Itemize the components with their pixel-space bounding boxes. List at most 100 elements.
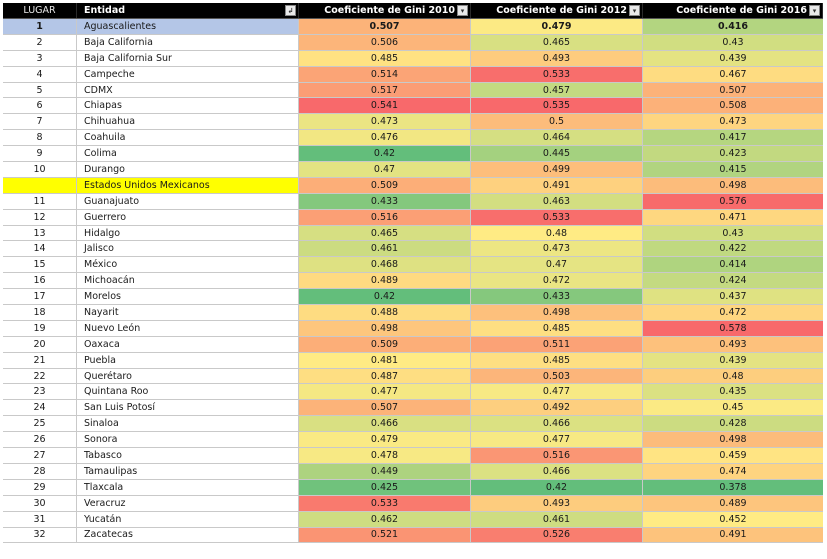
cell-gini-2016[interactable]: 0.45: [643, 400, 823, 416]
cell-entidad[interactable]: Tlaxcala: [77, 479, 299, 495]
cell-gini-2010[interactable]: 0.507: [299, 400, 471, 416]
cell-entidad[interactable]: Estados Unidos Mexicanos: [77, 177, 299, 193]
header-gini-2010[interactable]: Coeficiente de Gini 2010 ▾: [299, 3, 471, 18]
cell-gini-2012[interactable]: 0.533: [471, 66, 643, 82]
cell-lugar[interactable]: 12: [3, 209, 77, 225]
cell-entidad[interactable]: Michoacán: [77, 273, 299, 289]
header-gini-2016[interactable]: Coeficiente de Gini 2016 ▾: [643, 3, 823, 18]
cell-entidad[interactable]: Tabasco: [77, 448, 299, 463]
cell-lugar[interactable]: 17: [3, 289, 77, 305]
cell-entidad[interactable]: Campeche: [77, 66, 299, 82]
cell-gini-2012[interactable]: 0.464: [471, 130, 643, 146]
cell-gini-2016[interactable]: 0.493: [643, 336, 823, 352]
cell-lugar[interactable]: 2: [3, 34, 77, 50]
cell-lugar[interactable]: 15: [3, 257, 77, 273]
cell-gini-2016[interactable]: 0.43: [643, 225, 823, 241]
cell-lugar[interactable]: 23: [3, 384, 77, 400]
cell-gini-2010[interactable]: 0.433: [299, 193, 471, 209]
cell-lugar[interactable]: 27: [3, 448, 77, 463]
cell-entidad[interactable]: Chihuahua: [77, 114, 299, 130]
cell-gini-2016[interactable]: 0.472: [643, 305, 823, 320]
cell-gini-2010[interactable]: 0.481: [299, 352, 471, 368]
cell-gini-2016[interactable]: 0.48: [643, 368, 823, 384]
cell-entidad[interactable]: Coahuila: [77, 130, 299, 146]
cell-gini-2010[interactable]: 0.476: [299, 130, 471, 146]
dropdown-icon[interactable]: ▾: [809, 5, 820, 16]
cell-gini-2016[interactable]: 0.428: [643, 416, 823, 432]
cell-gini-2016[interactable]: 0.423: [643, 146, 823, 162]
cell-entidad[interactable]: San Luis Potosí: [77, 400, 299, 416]
cell-gini-2012[interactable]: 0.42: [471, 479, 643, 495]
header-lugar[interactable]: LUGAR: [3, 3, 77, 18]
cell-gini-2010[interactable]: 0.477: [299, 384, 471, 400]
dropdown-icon[interactable]: ▾: [629, 5, 640, 16]
cell-gini-2016[interactable]: 0.471: [643, 209, 823, 225]
cell-lugar[interactable]: 20: [3, 336, 77, 352]
cell-lugar[interactable]: 22: [3, 368, 77, 384]
cell-entidad[interactable]: Morelos: [77, 289, 299, 305]
cell-gini-2010[interactable]: 0.485: [299, 50, 471, 66]
cell-entidad[interactable]: Nuevo León: [77, 320, 299, 336]
cell-lugar[interactable]: 9: [3, 146, 77, 162]
cell-entidad[interactable]: Guerrero: [77, 209, 299, 225]
cell-gini-2012[interactable]: 0.466: [471, 416, 643, 432]
cell-gini-2016[interactable]: 0.452: [643, 511, 823, 527]
cell-lugar[interactable]: 21: [3, 352, 77, 368]
cell-gini-2010[interactable]: 0.533: [299, 495, 471, 511]
cell-entidad[interactable]: Veracruz: [77, 495, 299, 511]
cell-lugar[interactable]: 29: [3, 479, 77, 495]
cell-lugar[interactable]: 25: [3, 416, 77, 432]
cell-gini-2010[interactable]: 0.487: [299, 368, 471, 384]
cell-gini-2010[interactable]: 0.509: [299, 336, 471, 352]
cell-gini-2012[interactable]: 0.477: [471, 384, 643, 400]
cell-gini-2016[interactable]: 0.439: [643, 352, 823, 368]
cell-gini-2012[interactable]: 0.48: [471, 225, 643, 241]
cell-gini-2012[interactable]: 0.492: [471, 400, 643, 416]
cell-entidad[interactable]: Guanajuato: [77, 193, 299, 209]
cell-gini-2010[interactable]: 0.521: [299, 527, 471, 543]
cell-gini-2012[interactable]: 0.479: [471, 19, 643, 34]
cell-lugar[interactable]: 18: [3, 305, 77, 320]
cell-gini-2016[interactable]: 0.498: [643, 177, 823, 193]
cell-lugar[interactable]: 7: [3, 114, 77, 130]
cell-gini-2010[interactable]: 0.509: [299, 177, 471, 193]
cell-gini-2010[interactable]: 0.488: [299, 305, 471, 320]
cell-gini-2012[interactable]: 0.511: [471, 336, 643, 352]
cell-gini-2016[interactable]: 0.437: [643, 289, 823, 305]
cell-gini-2012[interactable]: 0.466: [471, 463, 643, 479]
cell-gini-2012[interactable]: 0.491: [471, 177, 643, 193]
cell-lugar[interactable]: 4: [3, 66, 77, 82]
cell-lugar[interactable]: 19: [3, 320, 77, 336]
cell-entidad[interactable]: Sonora: [77, 432, 299, 448]
cell-gini-2016[interactable]: 0.474: [643, 463, 823, 479]
cell-entidad[interactable]: Quintana Roo: [77, 384, 299, 400]
cell-gini-2016[interactable]: 0.378: [643, 479, 823, 495]
cell-gini-2010[interactable]: 0.462: [299, 511, 471, 527]
cell-gini-2010[interactable]: 0.473: [299, 114, 471, 130]
cell-gini-2016[interactable]: 0.414: [643, 257, 823, 273]
cell-entidad[interactable]: Tamaulipas: [77, 463, 299, 479]
cell-gini-2012[interactable]: 0.477: [471, 432, 643, 448]
cell-entidad[interactable]: Hidalgo: [77, 225, 299, 241]
cell-gini-2016[interactable]: 0.467: [643, 66, 823, 82]
cell-entidad[interactable]: CDMX: [77, 82, 299, 98]
cell-gini-2016[interactable]: 0.498: [643, 432, 823, 448]
cell-gini-2010[interactable]: 0.498: [299, 320, 471, 336]
cell-entidad[interactable]: Nayarit: [77, 305, 299, 320]
cell-gini-2012[interactable]: 0.526: [471, 527, 643, 543]
cell-lugar[interactable]: 16: [3, 273, 77, 289]
cell-gini-2012[interactable]: 0.535: [471, 98, 643, 114]
cell-entidad[interactable]: Yucatán: [77, 511, 299, 527]
cell-gini-2010[interactable]: 0.449: [299, 463, 471, 479]
cell-lugar[interactable]: [3, 177, 77, 193]
cell-lugar[interactable]: 3: [3, 50, 77, 66]
cell-gini-2016[interactable]: 0.435: [643, 384, 823, 400]
cell-gini-2012[interactable]: 0.493: [471, 495, 643, 511]
header-gini-2012[interactable]: Coeficiente de Gini 2012 ▾: [471, 3, 643, 18]
cell-lugar[interactable]: 1: [3, 19, 77, 34]
cell-gini-2010[interactable]: 0.507: [299, 19, 471, 34]
cell-gini-2012[interactable]: 0.533: [471, 209, 643, 225]
cell-gini-2010[interactable]: 0.516: [299, 209, 471, 225]
cell-gini-2012[interactable]: 0.472: [471, 273, 643, 289]
cell-gini-2012[interactable]: 0.503: [471, 368, 643, 384]
